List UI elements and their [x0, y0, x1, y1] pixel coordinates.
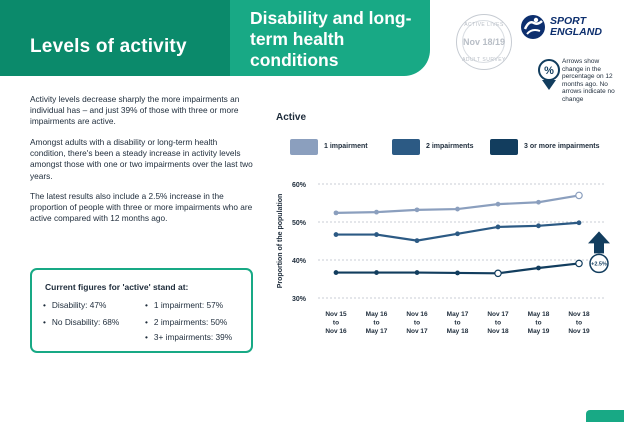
x-tick-label: Nov 15	[325, 311, 347, 318]
sport-england-logo: SPORT ENGLAND	[550, 15, 602, 38]
data-point	[536, 223, 541, 229]
x-tick-label: Nov 17	[406, 328, 428, 335]
y-tick-label: 50%	[292, 220, 307, 227]
x-tick-label: Nov 16	[325, 328, 347, 335]
y-tick-label: 60%	[292, 182, 307, 189]
arrow-legend-note: Arrows show change in the percentage on …	[562, 58, 615, 103]
x-tick-label: May 18	[528, 311, 550, 318]
chart-title: Active	[276, 112, 307, 123]
arrow-badge-text: %	[544, 65, 554, 77]
data-point	[333, 210, 339, 216]
x-tick-label: to	[373, 320, 379, 327]
y-tick-label: 40%	[292, 258, 307, 265]
header-banner-right	[230, 0, 430, 76]
data-point	[374, 209, 379, 215]
page-title: Levels of activity	[30, 36, 187, 57]
data-point	[455, 206, 460, 212]
y-axis-label: Proportion of the population	[277, 194, 284, 288]
x-tick-label: Nov 19	[568, 328, 590, 335]
data-point	[576, 220, 582, 226]
x-tick-label: Nov 18	[487, 328, 509, 335]
page-corner-tab	[586, 410, 624, 422]
data-point	[333, 270, 339, 275]
section-title: Disability and long-term health conditio…	[250, 8, 412, 70]
increase-arrow-icon	[588, 231, 610, 254]
figure-item: 3+ impairments: 39%	[145, 332, 232, 342]
data-point	[414, 270, 420, 275]
data-point	[495, 224, 501, 230]
data-point	[575, 259, 583, 268]
sport-england-logo-icon	[521, 15, 545, 39]
body-paragraph-3: The latest results also include a 2.5% i…	[30, 191, 253, 224]
x-tick-label: to	[454, 320, 460, 327]
body-paragraph-1: Activity levels decrease sharply the mor…	[30, 94, 240, 127]
survey-stamp: ACTIVE LIVES Nov 18/19 ADULT SURVEY	[456, 14, 512, 70]
data-point	[455, 231, 460, 237]
x-tick-label: Nov 18	[568, 311, 590, 318]
x-tick-label: May 17	[366, 328, 388, 335]
figure-item: No Disability: 68%	[43, 317, 119, 327]
data-point	[495, 201, 501, 207]
data-point	[536, 199, 541, 205]
stamp-top-text: ACTIVE LIVES	[464, 22, 504, 28]
figure-item: 2 impairments: 50%	[145, 317, 227, 327]
x-tick-label: to	[535, 320, 541, 327]
data-point	[414, 238, 420, 244]
data-point	[414, 207, 420, 213]
body-paragraph-2: Amongst adults with a disability or long…	[30, 137, 253, 181]
data-point	[536, 265, 541, 271]
percent-arrow-icon: %	[538, 59, 560, 90]
figures-title: Current figures for 'active' stand at:	[45, 282, 189, 292]
line-chart: 60% 50% 40% 30% Proportion of the population…	[277, 182, 610, 335]
stamp-bottom-text: ADULT SURVEY	[462, 57, 506, 63]
data-point	[455, 270, 460, 276]
x-tick-label: to	[576, 320, 582, 327]
x-tick-label: May 19	[528, 328, 550, 335]
figure-item: Disability: 47%	[43, 300, 106, 310]
x-tick-label: Nov 17	[487, 311, 509, 318]
x-tick-label: May 18	[447, 328, 469, 335]
data-point	[494, 269, 502, 278]
y-tick-label: 30%	[292, 296, 307, 303]
x-tick-label: to	[495, 320, 501, 327]
current-figures-box: Current figures for 'active' stand at: D…	[30, 268, 253, 353]
annotation-badge	[589, 253, 609, 274]
annotation-label: +2.5%	[591, 262, 607, 268]
stamp-text: Nov 18/19	[462, 37, 506, 47]
x-tick-label: May 16	[366, 311, 388, 318]
data-point	[374, 232, 379, 237]
x-tick-label: Nov 16	[406, 311, 428, 318]
figure-item: 1 impairment: 57%	[145, 300, 223, 310]
x-tick-label: to	[333, 320, 339, 327]
data-point	[575, 191, 583, 200]
x-tick-label: May 17	[447, 311, 469, 318]
data-point	[333, 232, 339, 237]
header-banner-left	[0, 0, 250, 76]
x-tick-label: to	[414, 320, 420, 327]
data-point	[374, 270, 379, 275]
